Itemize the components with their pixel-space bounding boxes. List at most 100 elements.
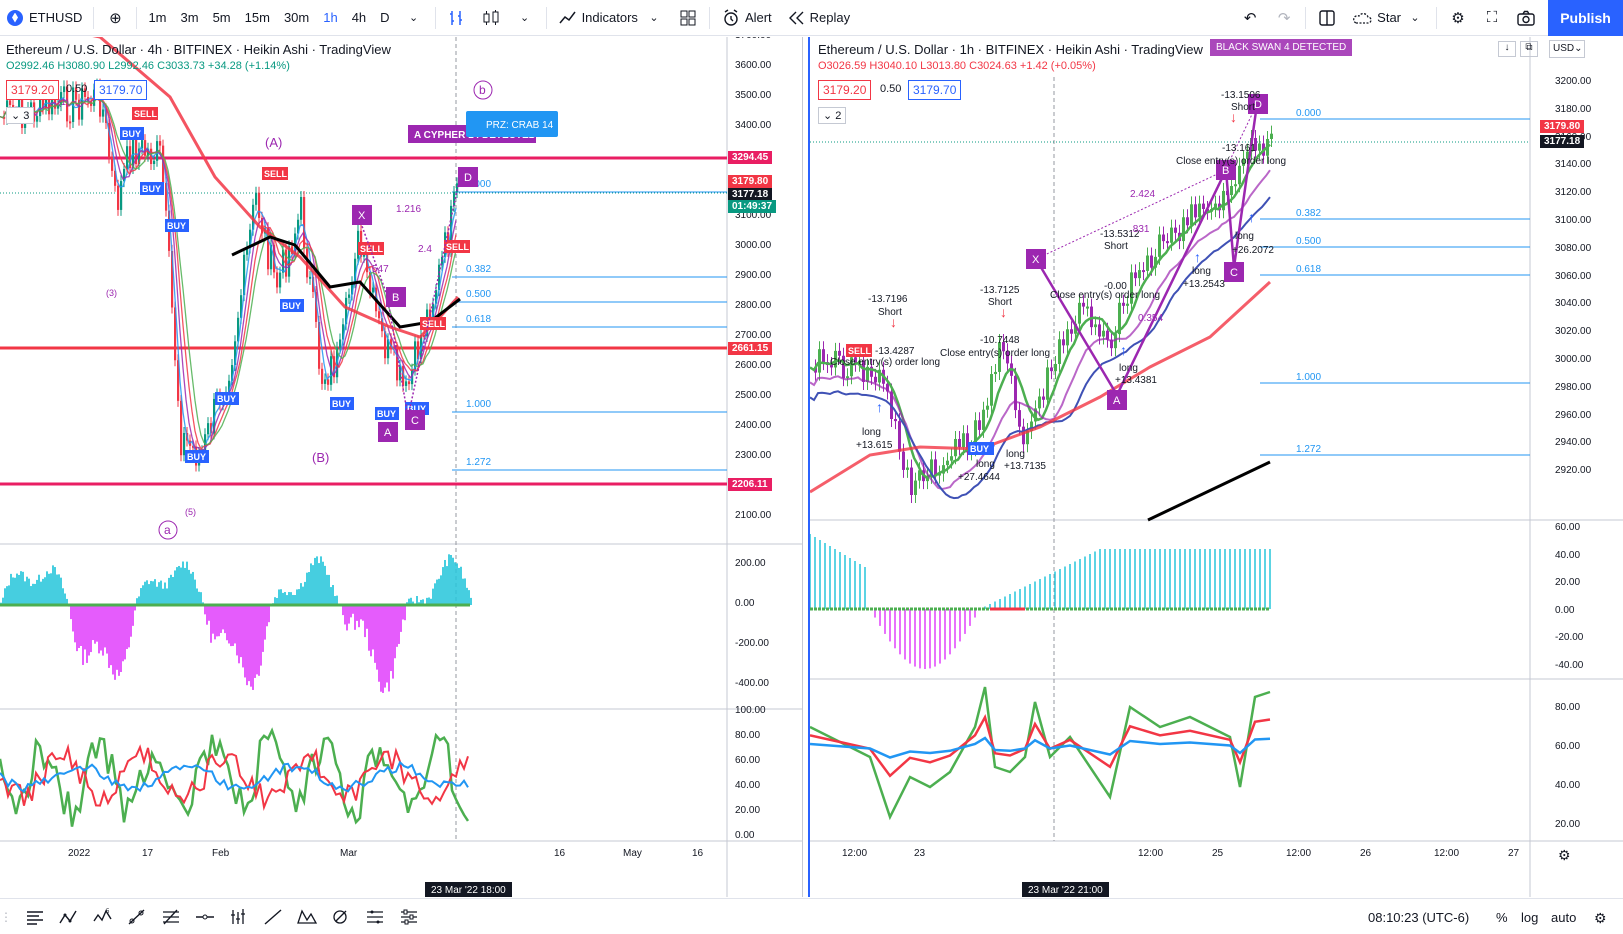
compare-button[interactable]: ⊕ — [98, 0, 132, 36]
trend-tool[interactable] — [52, 902, 86, 932]
measure-tool[interactable] — [358, 902, 392, 932]
oscillator-tick: 20.00 — [1555, 577, 1581, 588]
redo-button[interactable]: ↷ — [1267, 0, 1301, 36]
oscillator-tick: 60.00 — [1555, 522, 1581, 533]
histogram-bar — [106, 605, 108, 654]
candle-body — [1114, 334, 1117, 349]
layout-icon — [1319, 9, 1335, 26]
candle-body — [150, 148, 153, 165]
histogram-bar — [426, 597, 428, 605]
fullscreen-button[interactable]: ⛶ — [1475, 0, 1509, 36]
candle-body — [255, 192, 258, 205]
left-chart-canvas[interactable]: 0.000 0.382 0.500 0.618 1.000 1.272 BUY SELL BUY… — [0, 37, 803, 897]
interval-4h[interactable]: 4h — [345, 0, 373, 36]
ray-tool[interactable] — [256, 902, 290, 932]
histogram-bar — [444, 559, 446, 605]
histogram-bar — [422, 599, 424, 605]
buy-price-box[interactable]: 3179.70 — [94, 80, 148, 100]
oscillator-tick: -40.00 — [1555, 659, 1584, 671]
interval-1m[interactable]: 1m — [141, 0, 173, 36]
right-chart-panel[interactable]: 0.000 0.382 0.500 0.618 1.000 1.272 X A B C D -13.7… — [808, 37, 1623, 897]
histogram-bar — [196, 588, 198, 605]
interval-1h[interactable]: 1h — [316, 0, 344, 36]
histogram-bar — [46, 571, 48, 605]
buy-price-box[interactable]: 3179.70 — [908, 80, 962, 100]
signal-text: BUY — [142, 184, 161, 194]
candles-tool[interactable] — [222, 902, 256, 932]
histogram-bar — [14, 577, 16, 605]
interval-label: 1h — [323, 10, 338, 25]
interval-15m[interactable]: 15m — [238, 0, 277, 36]
interval-5m[interactable]: 5m — [206, 0, 238, 36]
elliott-tool[interactable]: 5 — [86, 902, 120, 932]
maximize-pane-button[interactable]: ⧉ — [1520, 41, 1538, 57]
histogram-bar — [372, 605, 374, 650]
wave-label: (A) — [265, 135, 282, 150]
horizontal-line-tool[interactable] — [188, 902, 222, 932]
time-tick: 25 — [1212, 848, 1224, 859]
layers-toggle[interactable]: ⌄ 2 — [818, 107, 847, 124]
histogram-bar — [56, 574, 58, 605]
interval-30m[interactable]: 30m — [277, 0, 316, 36]
auto-toggle[interactable]: auto — [1551, 910, 1577, 925]
currency-selector[interactable]: USD⌄ — [1549, 40, 1585, 58]
histogram-bar — [52, 565, 54, 605]
indicators-button[interactable]: Indicators ⌄ — [551, 0, 671, 36]
candle-body — [243, 254, 246, 296]
long-moving-average — [810, 280, 1272, 494]
signal-badge — [165, 219, 189, 232]
price-tick: 3060.00 — [1555, 270, 1592, 282]
candle-body — [327, 379, 330, 385]
pattern-tool[interactable] — [290, 902, 324, 932]
time-tick: 23 — [914, 848, 926, 859]
candles-button[interactable] — [474, 0, 508, 36]
percent-toggle[interactable]: % — [1496, 910, 1508, 925]
replay-button[interactable]: Replay — [779, 0, 857, 36]
interval-3m[interactable]: 3m — [174, 0, 206, 36]
templates-button[interactable] — [671, 0, 705, 36]
settings-button[interactable]: ⚙ — [1441, 0, 1475, 36]
brush-tool[interactable] — [324, 902, 358, 932]
interval-dropdown[interactable]: ⌄ — [397, 0, 431, 36]
time-tick: May — [623, 848, 642, 859]
snapshot-button[interactable] — [1509, 0, 1543, 36]
histogram-bar — [150, 580, 152, 605]
left-chart-panel[interactable]: 0.000 0.382 0.500 0.618 1.000 1.272 BUY SELL BUY… — [0, 37, 803, 897]
time-tick: Mar — [340, 848, 358, 859]
fib-level-label: 0.618 — [1296, 264, 1321, 275]
price-tick: 2960.00 — [1555, 409, 1592, 421]
chart-type-dropdown[interactable]: ⌄ — [508, 0, 542, 36]
settings-icon[interactable]: ⚙ — [1594, 910, 1607, 926]
settings-icon[interactable]: ⚙ — [1558, 847, 1571, 863]
fib-level-label: 1.000 — [1296, 372, 1321, 383]
signal-text: BUY — [407, 404, 426, 414]
layers-toggle[interactable]: ⌄ 3 — [6, 107, 35, 124]
alert-button[interactable]: Alert — [714, 0, 779, 36]
publish-button[interactable]: Publish — [1548, 0, 1623, 36]
candle-body — [435, 290, 438, 304]
sell-price-box[interactable]: 3179.20 — [6, 80, 60, 100]
log-toggle[interactable]: log — [1521, 910, 1539, 925]
symbol-search[interactable]: ETHUSD — [0, 0, 89, 36]
brush-icon — [333, 909, 347, 924]
price-tick: 3020.00 — [1555, 326, 1592, 338]
horizontal-line-icon — [196, 914, 214, 919]
settings-tool[interactable] — [392, 902, 426, 932]
star-layout-button[interactable]: Star ⌄ — [1344, 0, 1432, 36]
sell-price-box[interactable]: 3179.20 — [818, 80, 872, 100]
candle-body — [228, 380, 231, 393]
drag-handle[interactable]: ⋮ — [0, 909, 12, 924]
fib-tool[interactable] — [154, 902, 188, 932]
right-chart-canvas[interactable]: 0.000 0.382 0.500 0.618 1.000 1.272 X A B C D -13.7… — [810, 37, 1623, 897]
clock-label[interactable]: 08:10:23 (UTC-6) — [1368, 910, 1470, 925]
scroll-down-button[interactable]: ↓ — [1498, 41, 1516, 57]
bars-style-button[interactable] — [440, 0, 474, 36]
interval-D[interactable]: D — [373, 0, 396, 36]
undo-button[interactable]: ↶ — [1233, 0, 1267, 36]
divider — [708, 6, 710, 29]
trendline-tool[interactable] — [120, 902, 154, 932]
layout-button[interactable] — [1310, 0, 1344, 36]
cursor-tool[interactable] — [18, 902, 52, 932]
candle-body — [918, 470, 921, 481]
chevron-down-icon: ⌄ — [649, 12, 659, 24]
